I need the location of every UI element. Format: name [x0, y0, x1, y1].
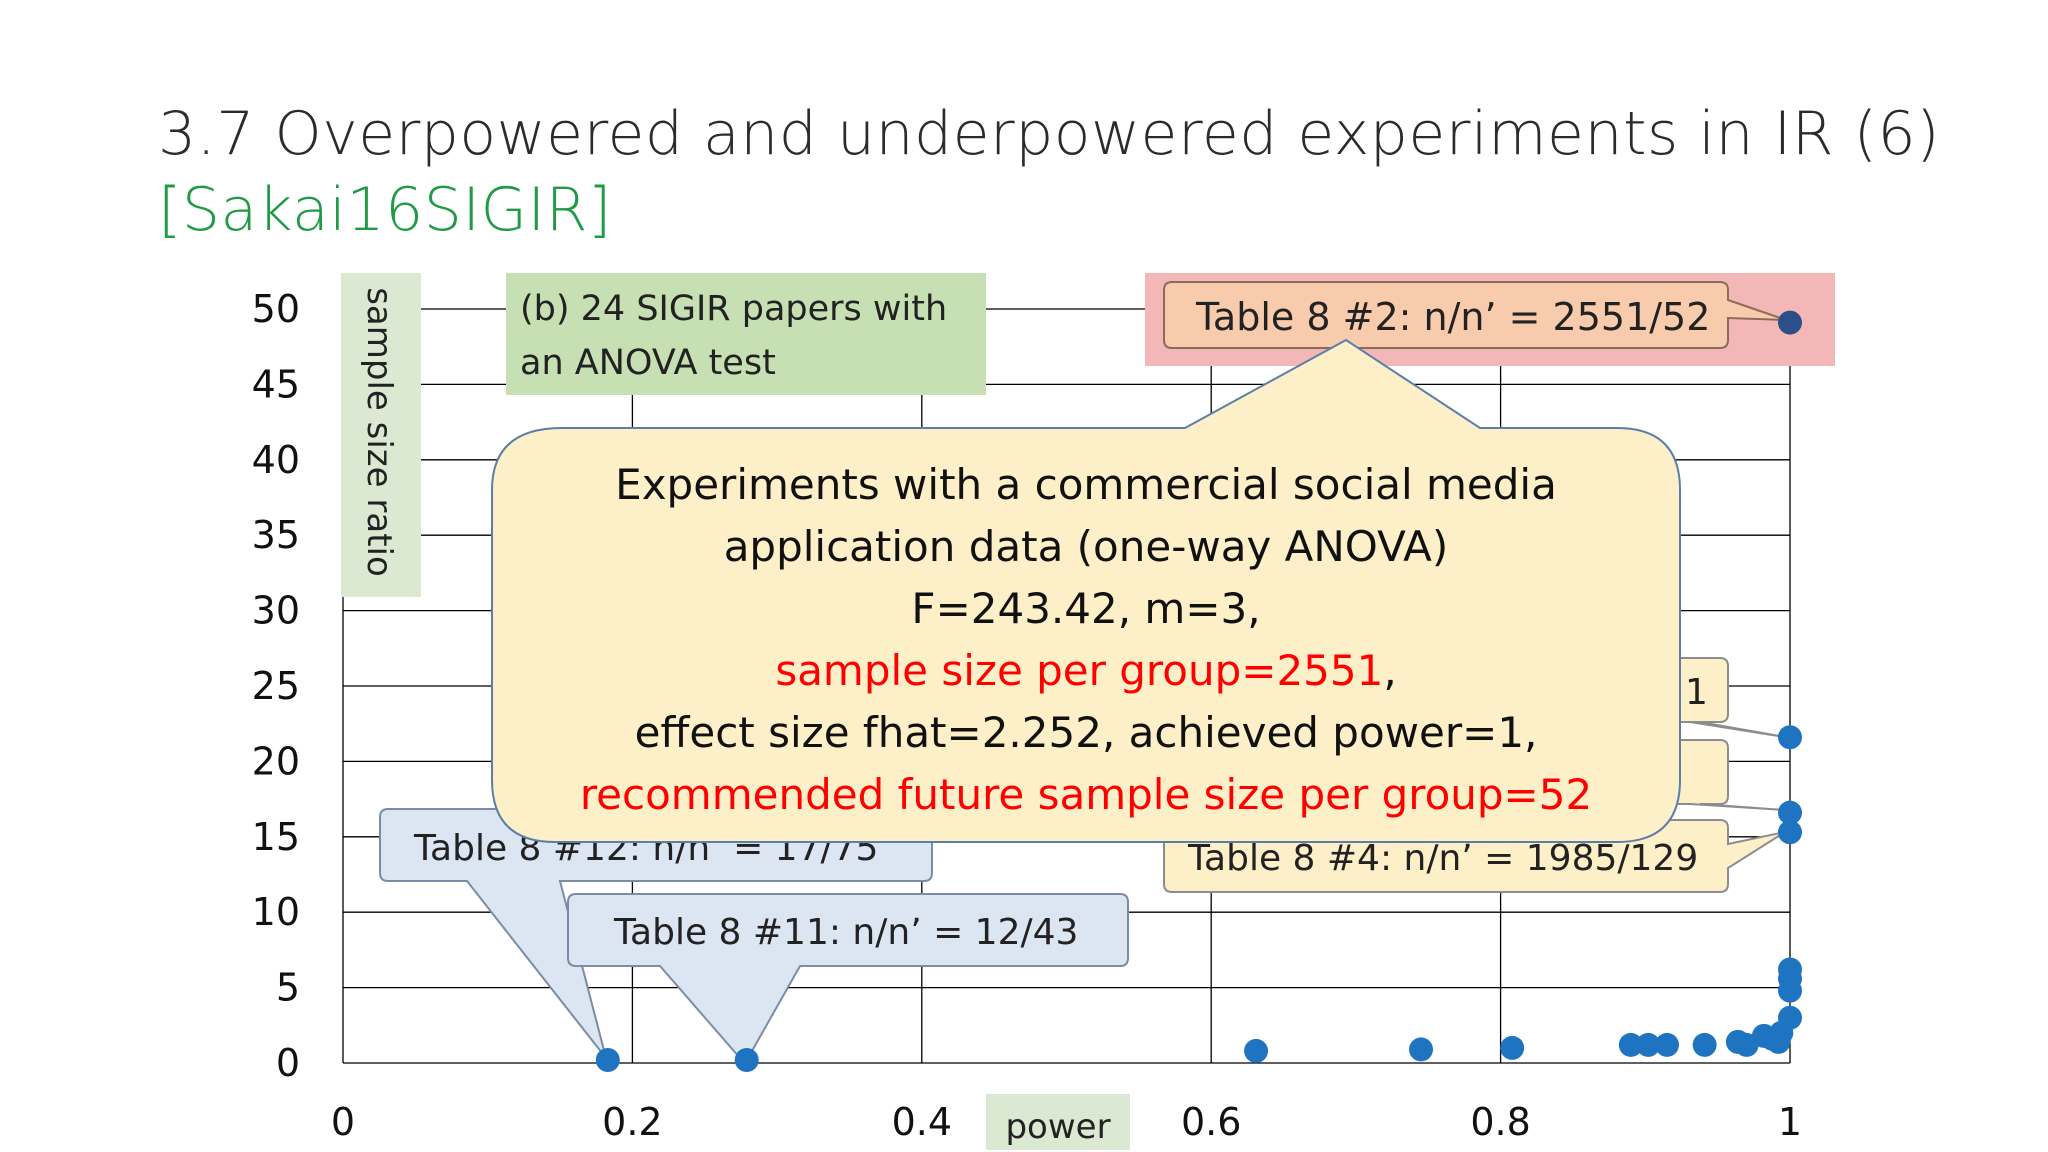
x-axis-label-box — [986, 1094, 1130, 1150]
main-callout-line-4-red: sample size per group=2551 — [775, 646, 1383, 695]
x-tick-label: 0.6 — [1181, 1100, 1241, 1144]
y-tick-label: 20 — [252, 739, 300, 783]
x-tick-label: 1 — [1778, 1100, 1802, 1144]
x-tick-label: 0.4 — [892, 1100, 952, 1144]
y-tick-label: 5 — [276, 966, 300, 1010]
slide-title-text: 3.7 Overpowered and underpowered experim… — [158, 99, 1941, 169]
x-tick-label: 0.8 — [1470, 1100, 1530, 1144]
y-tick-label: 10 — [252, 890, 300, 934]
callout-2-shape — [1163, 281, 1787, 349]
x-tick-label: 0 — [331, 1100, 355, 1144]
data-point — [595, 1047, 620, 1072]
data-point — [1409, 1037, 1434, 1062]
data-point — [1618, 1032, 1643, 1057]
x-tick-label: 0.2 — [602, 1100, 662, 1144]
main-callout-line-4: sample size per group=2551, — [775, 646, 1396, 695]
slide-title: 3.7 Overpowered and underpowered experim… — [158, 96, 1940, 248]
y-tick-label: 45 — [252, 362, 300, 406]
main-callout-line-1: Experiments with a commercial social med… — [615, 460, 1557, 509]
data-point — [1778, 725, 1802, 750]
y-axis-label: sample size ratio — [359, 287, 399, 577]
x-tick-labels: 0 0.2 0.4 0.6 0.8 1 — [331, 1100, 1802, 1144]
data-point — [1778, 1005, 1802, 1030]
callout-11-text: Table 8 #11: n/n’ = 12/43 — [613, 912, 1078, 953]
callout-4-text: Table 8 #4: n/n’ = 1985/129 — [1187, 838, 1698, 879]
callout-hidden-a-text: 1 — [1685, 672, 1708, 713]
y-tick-label: 35 — [252, 513, 300, 557]
legend-line-2: an ANOVA test — [520, 343, 776, 383]
data-point — [1244, 1038, 1269, 1063]
data-point — [1778, 957, 1802, 982]
data-point — [734, 1047, 759, 1072]
x-axis-label: power — [1005, 1107, 1110, 1147]
y-tick-label: 0 — [276, 1041, 300, 1085]
y-tick-label: 40 — [252, 438, 300, 482]
main-callout-line-6: recommended future sample size per group… — [580, 770, 1592, 819]
main-callout-line-4-suffix: , — [1383, 646, 1396, 695]
main-callout-shape — [491, 338, 1681, 843]
main-callout-line-2: application data (one-way ANOVA) — [724, 522, 1449, 571]
y-tick-label: 25 — [252, 664, 300, 708]
y-tick-label: 15 — [252, 815, 300, 859]
main-callout-text: Experiments with a commercial social med… — [580, 460, 1592, 819]
main-callout-line-5: effect size fhat=2.252, achieved power=1… — [635, 708, 1538, 757]
data-points — [595, 310, 1802, 1072]
data-point — [1655, 1032, 1680, 1057]
citation: [Sakai16SIGIR] — [158, 175, 612, 245]
main-callout-line-3: F=243.42, m=3, — [911, 584, 1260, 633]
y-tick-label: 50 — [252, 287, 300, 331]
y-tick-label: 30 — [252, 589, 300, 633]
callout-2-text: Table 8 #2: n/n’ = 2551/52 — [1195, 295, 1710, 339]
data-point — [1500, 1035, 1525, 1060]
legend-box — [506, 273, 986, 395]
data-point — [1778, 800, 1802, 825]
data-point — [1636, 1032, 1661, 1057]
y-tick-labels: 0 5 10 15 20 25 30 35 40 45 50 — [252, 287, 300, 1085]
y-axis-label-box — [341, 273, 421, 597]
data-point — [1692, 1032, 1717, 1057]
data-point — [1778, 820, 1802, 845]
legend-line-1: (b) 24 SIGIR papers with — [520, 289, 947, 329]
data-point — [1778, 310, 1802, 335]
